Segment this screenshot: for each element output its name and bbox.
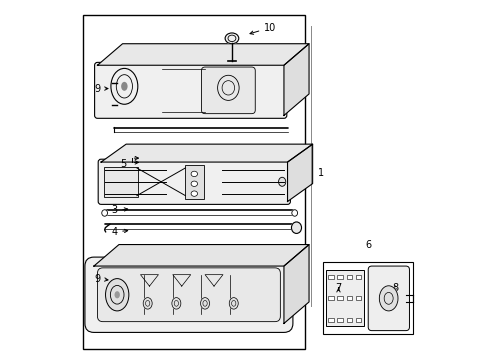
Text: 4: 4 bbox=[111, 227, 127, 237]
Bar bbox=[337, 275, 343, 279]
Text: 9: 9 bbox=[94, 84, 108, 94]
Ellipse shape bbox=[200, 298, 209, 309]
Bar bbox=[346, 275, 351, 279]
Bar bbox=[346, 296, 351, 301]
Polygon shape bbox=[101, 144, 312, 162]
FancyBboxPatch shape bbox=[85, 257, 292, 332]
Bar bbox=[355, 318, 361, 322]
FancyBboxPatch shape bbox=[201, 67, 255, 114]
Ellipse shape bbox=[229, 298, 238, 309]
Polygon shape bbox=[94, 244, 308, 266]
Ellipse shape bbox=[121, 82, 127, 91]
Ellipse shape bbox=[291, 222, 301, 233]
Bar bbox=[355, 275, 361, 279]
FancyBboxPatch shape bbox=[325, 270, 363, 326]
Ellipse shape bbox=[278, 177, 285, 186]
Ellipse shape bbox=[114, 291, 120, 298]
Bar bbox=[337, 318, 343, 322]
Ellipse shape bbox=[102, 210, 107, 216]
Text: 3: 3 bbox=[111, 206, 127, 216]
Polygon shape bbox=[284, 44, 308, 116]
FancyBboxPatch shape bbox=[94, 62, 286, 118]
FancyBboxPatch shape bbox=[97, 268, 280, 321]
Ellipse shape bbox=[291, 210, 297, 216]
Ellipse shape bbox=[224, 33, 238, 44]
Text: 8: 8 bbox=[391, 283, 397, 293]
FancyBboxPatch shape bbox=[98, 159, 290, 204]
Bar bbox=[328, 275, 333, 279]
Polygon shape bbox=[287, 144, 312, 202]
Text: 7: 7 bbox=[335, 283, 341, 293]
Text: 10: 10 bbox=[249, 23, 276, 34]
Bar bbox=[328, 318, 333, 322]
Ellipse shape bbox=[191, 171, 197, 177]
Ellipse shape bbox=[105, 279, 128, 311]
Polygon shape bbox=[97, 44, 308, 65]
Ellipse shape bbox=[191, 181, 197, 186]
Bar bbox=[328, 296, 333, 301]
Text: 6: 6 bbox=[365, 240, 370, 250]
Text: 9: 9 bbox=[94, 274, 108, 284]
Ellipse shape bbox=[111, 68, 138, 104]
Bar bbox=[355, 296, 361, 301]
Ellipse shape bbox=[171, 298, 181, 309]
Ellipse shape bbox=[191, 191, 197, 196]
FancyBboxPatch shape bbox=[83, 15, 305, 348]
Bar bbox=[346, 318, 351, 322]
Ellipse shape bbox=[379, 286, 397, 311]
Bar bbox=[323, 262, 412, 334]
Ellipse shape bbox=[143, 298, 152, 309]
Text: 1: 1 bbox=[317, 168, 324, 178]
Text: 2: 2 bbox=[114, 177, 127, 187]
Polygon shape bbox=[284, 244, 308, 323]
Bar bbox=[337, 296, 343, 301]
FancyBboxPatch shape bbox=[184, 165, 203, 199]
FancyBboxPatch shape bbox=[104, 167, 137, 197]
FancyBboxPatch shape bbox=[367, 266, 408, 330]
Text: 5: 5 bbox=[120, 159, 126, 169]
